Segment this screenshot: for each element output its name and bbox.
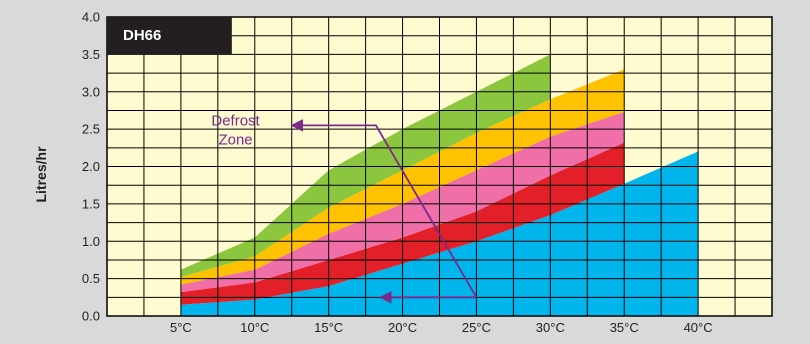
- y-tick-label: 3.5: [82, 47, 100, 62]
- x-tick-label: 5°C: [170, 320, 192, 335]
- y-axis-label: Litres/hr: [33, 146, 49, 203]
- y-tick-label: 2.0: [82, 159, 100, 174]
- y-tick-label: 1.5: [82, 196, 100, 211]
- series-band-2: [180, 142, 625, 305]
- plot-frame: [106, 16, 773, 317]
- x-tick-label: 35°C: [610, 320, 639, 335]
- y-tick-label: 0.5: [82, 271, 100, 286]
- x-tick-label: 20°C: [388, 320, 417, 335]
- y-tick-label: 1.0: [82, 234, 100, 249]
- x-tick-label: 40°C: [684, 320, 713, 335]
- x-tick-label: 15°C: [314, 320, 343, 335]
- annotation-arrow-upper: [290, 119, 478, 298]
- badge-label: DH66: [123, 27, 161, 44]
- badge-background: [107, 17, 232, 55]
- y-tick-label: 4.0: [82, 10, 100, 25]
- series-band-1: [180, 151, 699, 316]
- y-tick-label: 2.5: [82, 122, 100, 137]
- annotation-label-line: Defrost: [211, 112, 260, 129]
- y-tick-label: 0.0: [82, 309, 100, 324]
- x-tick-label: 10°C: [240, 320, 269, 335]
- annotation-label-line: Zone: [218, 131, 252, 148]
- y-tick-label: 3.0: [82, 84, 100, 99]
- x-tick-label: 25°C: [462, 320, 491, 335]
- x-tick-label: 30°C: [536, 320, 565, 335]
- annotation-label: Defrost Zone: [211, 112, 260, 148]
